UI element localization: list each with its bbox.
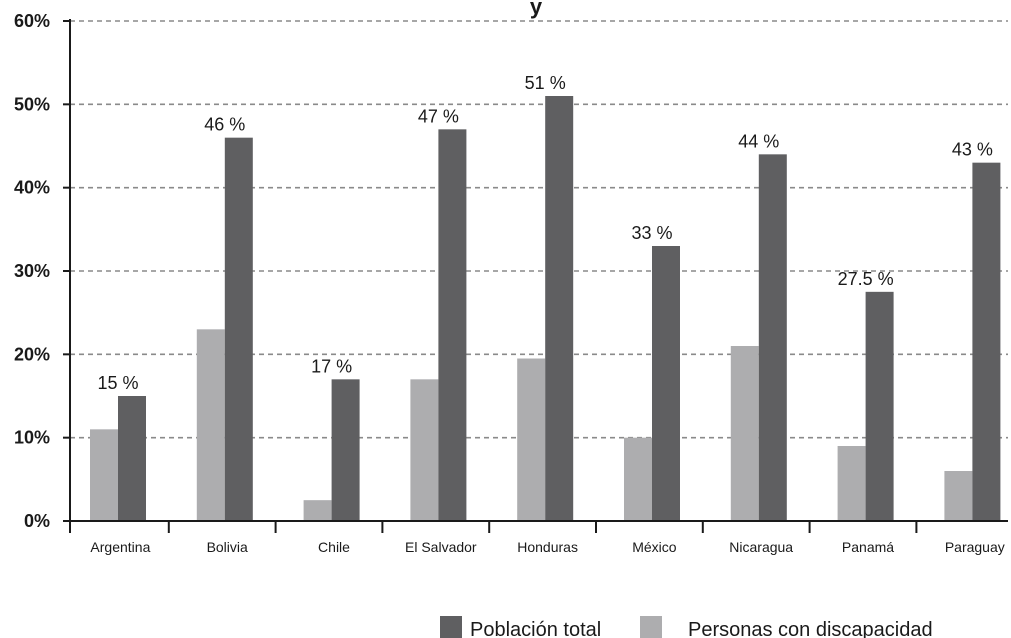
y-tick-label: 10% <box>14 428 50 448</box>
bar-poblacion-total <box>865 291 894 521</box>
bar-poblacion-total <box>438 129 467 522</box>
bar-poblacion-total <box>545 96 574 521</box>
x-tick-label: Nicaragua <box>729 539 793 555</box>
x-tick-label: Chile <box>318 539 350 555</box>
bar-personas-con-discapacidad <box>624 437 652 521</box>
data-label: 51 % <box>525 73 566 93</box>
bar-poblacion-total <box>758 154 787 522</box>
bar-poblacion-total <box>118 396 146 521</box>
x-tick-label: Honduras <box>517 539 578 555</box>
data-label: 15 % <box>97 373 138 393</box>
x-tick-label: Argentina <box>90 539 150 555</box>
chart-title-fragment: y <box>530 0 543 19</box>
legend-label: Personas con discapacidad <box>688 619 933 638</box>
x-tick-label: Panamá <box>842 539 894 555</box>
data-label: 27.5 % <box>838 269 894 289</box>
bar-personas-con-discapacidad <box>944 471 973 521</box>
legend-swatch <box>640 616 662 638</box>
y-tick-label: 0% <box>24 511 50 531</box>
bar-personas-con-discapacidad <box>517 358 546 521</box>
y-tick-label: 40% <box>14 178 50 198</box>
labels: 0% 10% 20% 30% 40% 50% 60% 15 % Argentina 46 % Bol… <box>14 11 1005 555</box>
x-tick-label: México <box>632 539 677 555</box>
legend-swatch <box>440 616 462 638</box>
bar-personas-con-discapacidad <box>837 446 866 521</box>
legend: Población total Personas con discapacidad <box>440 616 933 638</box>
bar-poblacion-total <box>224 137 253 521</box>
data-label: 46 % <box>204 115 245 135</box>
data-label: 33 % <box>631 223 672 243</box>
data-label: 44 % <box>738 131 779 151</box>
bar-personas-con-discapacidad <box>410 379 439 521</box>
bar-poblacion-total <box>331 379 360 521</box>
y-tick-label: 60% <box>14 11 50 31</box>
data-label: 43 % <box>952 140 993 160</box>
bar-personas-con-discapacidad <box>730 346 759 521</box>
x-tick-label: Bolivia <box>207 539 248 555</box>
bar-personas-con-discapacidad <box>90 429 118 521</box>
x-tick-label: El Salvador <box>405 539 477 555</box>
x-tick-label: Paraguay <box>945 539 1005 555</box>
bar-poblacion-total <box>652 246 680 521</box>
y-tick-label: 30% <box>14 261 50 281</box>
axes <box>63 19 1008 533</box>
data-label: 17 % <box>311 356 352 376</box>
y-tick-label: 20% <box>14 344 50 364</box>
bars <box>90 96 1001 522</box>
bar-poblacion-total <box>972 162 1001 521</box>
legend-label: Población total <box>470 619 601 638</box>
bar-personas-con-discapacidad <box>303 500 332 521</box>
bar-personas-con-discapacidad <box>196 329 225 521</box>
y-tick-label: 50% <box>14 94 50 114</box>
data-label: 47 % <box>418 106 459 126</box>
